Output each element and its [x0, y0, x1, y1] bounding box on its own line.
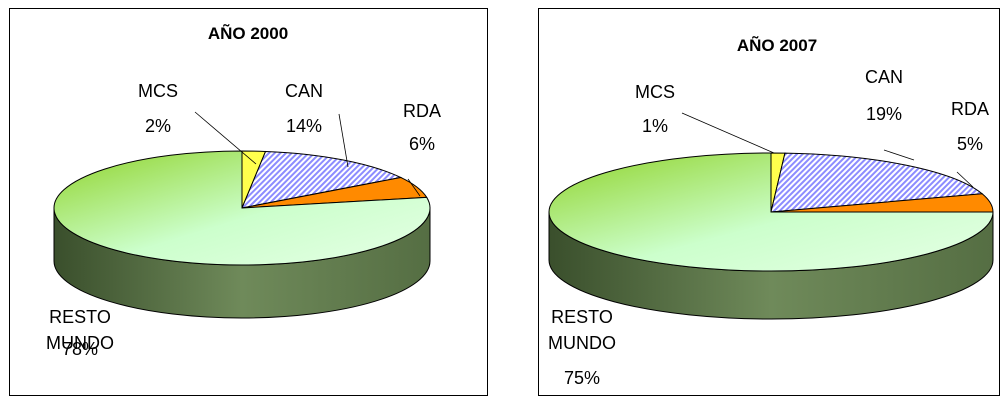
pie-chart-2007-svg: AÑO 2007 MCS 1% CAN 19% RDA 5% RESTO MUNDO 75%	[548, 35, 994, 388]
pie-slice-resto-mundo	[548, 152, 994, 272]
leader-line-rda	[407, 178, 421, 197]
pie-slice-can	[241, 150, 403, 209]
slice-percent-can: 19%	[866, 104, 902, 124]
slice-label-rda: RDA	[951, 99, 989, 119]
slice-label-resto-mundo: RESTO	[49, 307, 111, 327]
slice-label-rda: RDA	[403, 101, 441, 121]
pie-slice-resto-mundo	[53, 150, 431, 266]
slice-label-mcs: MCS	[635, 82, 675, 102]
slice-percent-mcs: 2%	[145, 116, 171, 136]
slice-percent-rda: 6%	[409, 134, 435, 154]
slice-percent-rda: 5%	[957, 134, 983, 154]
slice-label-mcs: MCS	[138, 81, 178, 101]
leader-line-can	[883, 149, 915, 161]
slice-percent-resto-mundo: 78%	[62, 339, 98, 359]
slice-label-resto-mundo-2: MUNDO	[548, 333, 616, 353]
slice-percent-can: 14%	[286, 116, 322, 136]
slice-label-can: CAN	[285, 81, 323, 101]
chart-title: AÑO 2000	[208, 23, 288, 43]
slice-percent-resto-mundo: 75%	[564, 368, 600, 388]
pie-chart-2007: AÑO 2007 MCS 1% CAN 19% RDA 5% RESTO MUNDO 75%	[538, 8, 1000, 396]
slice-label-resto-mundo-2: MUNDO	[46, 333, 114, 353]
slice-percent-mcs: 1%	[642, 116, 668, 136]
slice-label-can: CAN	[865, 67, 903, 87]
leader-line-can	[338, 113, 349, 168]
slice-label-resto-mundo: RESTO	[551, 307, 613, 327]
pie-slice-can	[770, 152, 984, 213]
leader-line-mcs	[681, 112, 775, 154]
pie-chart-2000: AÑO 2000 MCS 2% CAN 14% RDA 6% RESTO MUNDO 78%	[9, 8, 488, 396]
leader-line-rda	[956, 171, 974, 188]
leader-line-mcs	[194, 111, 257, 165]
chart-title: AÑO 2007	[737, 35, 817, 55]
